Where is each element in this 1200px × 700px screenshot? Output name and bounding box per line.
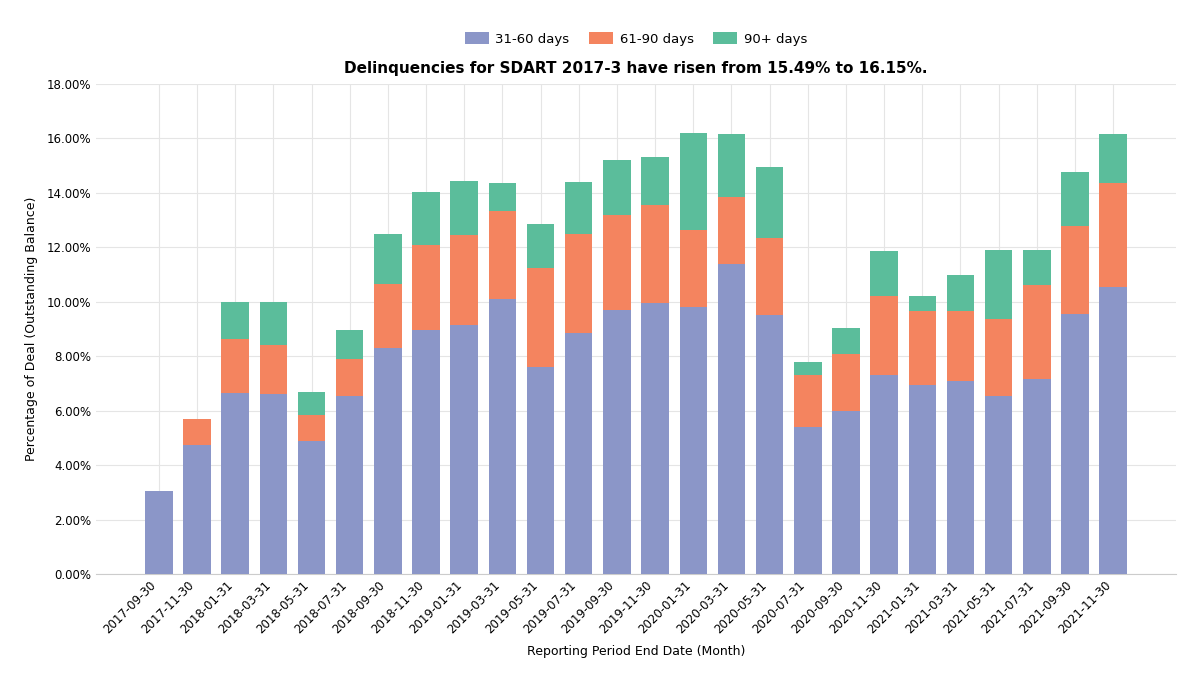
Bar	[718, 264, 745, 574]
Bar	[718, 134, 745, 197]
Bar	[833, 354, 859, 411]
Bar	[298, 440, 325, 574]
Bar	[604, 215, 631, 310]
Bar	[222, 302, 248, 339]
Bar	[833, 328, 859, 354]
Bar	[488, 211, 516, 299]
Bar	[413, 244, 439, 330]
Bar	[450, 235, 478, 325]
Bar	[870, 296, 898, 375]
Bar	[985, 395, 1013, 574]
Legend: 31-60 days, 61-90 days, 90+ days: 31-60 days, 61-90 days, 90+ days	[460, 27, 812, 51]
Bar	[756, 238, 784, 316]
Bar	[1099, 183, 1127, 287]
Bar	[450, 325, 478, 574]
Bar	[908, 296, 936, 312]
Bar	[488, 299, 516, 574]
Bar	[259, 302, 287, 345]
Bar	[145, 491, 173, 574]
Bar	[604, 160, 631, 215]
Bar	[527, 367, 554, 574]
Bar	[222, 339, 248, 393]
Bar	[604, 310, 631, 574]
Bar	[413, 192, 439, 244]
Bar	[1024, 379, 1050, 574]
Bar	[222, 393, 248, 574]
Bar	[833, 411, 859, 574]
Bar	[298, 414, 325, 440]
Bar	[870, 375, 898, 574]
Bar	[259, 394, 287, 574]
Bar	[336, 330, 364, 359]
Bar	[756, 167, 784, 238]
Bar	[756, 316, 784, 574]
Title: Delinquencies for SDART 2017-3 have risen from 15.49% to 16.15%.: Delinquencies for SDART 2017-3 have rise…	[344, 61, 928, 76]
Bar	[679, 230, 707, 307]
Bar	[985, 319, 1013, 395]
Bar	[1061, 225, 1088, 314]
Bar	[794, 362, 822, 375]
Bar	[1061, 172, 1088, 225]
Bar	[336, 359, 364, 396]
X-axis label: Reporting Period End Date (Month): Reporting Period End Date (Month)	[527, 645, 745, 658]
Bar	[1099, 287, 1127, 574]
Bar	[794, 375, 822, 427]
Bar	[1099, 134, 1127, 183]
Bar	[679, 133, 707, 230]
Bar	[374, 348, 402, 574]
Y-axis label: Percentage of Deal (Outstanding Balance): Percentage of Deal (Outstanding Balance)	[25, 197, 38, 461]
Bar	[374, 234, 402, 284]
Bar	[908, 385, 936, 574]
Bar	[565, 333, 593, 574]
Bar	[985, 250, 1013, 319]
Bar	[336, 395, 364, 574]
Bar	[565, 234, 593, 333]
Bar	[374, 284, 402, 348]
Bar	[1061, 314, 1088, 574]
Bar	[1024, 286, 1050, 379]
Bar	[947, 274, 974, 312]
Bar	[565, 182, 593, 234]
Bar	[298, 391, 325, 414]
Bar	[1024, 250, 1050, 286]
Bar	[184, 444, 211, 574]
Bar	[947, 312, 974, 381]
Bar	[641, 205, 668, 303]
Bar	[641, 158, 668, 205]
Bar	[488, 183, 516, 211]
Bar	[947, 381, 974, 574]
Bar	[870, 251, 898, 296]
Bar	[450, 181, 478, 235]
Bar	[527, 267, 554, 367]
Bar	[184, 419, 211, 444]
Bar	[259, 345, 287, 394]
Bar	[679, 307, 707, 574]
Bar	[718, 197, 745, 264]
Bar	[527, 224, 554, 267]
Bar	[794, 427, 822, 574]
Bar	[641, 303, 668, 574]
Bar	[908, 312, 936, 385]
Bar	[413, 330, 439, 574]
